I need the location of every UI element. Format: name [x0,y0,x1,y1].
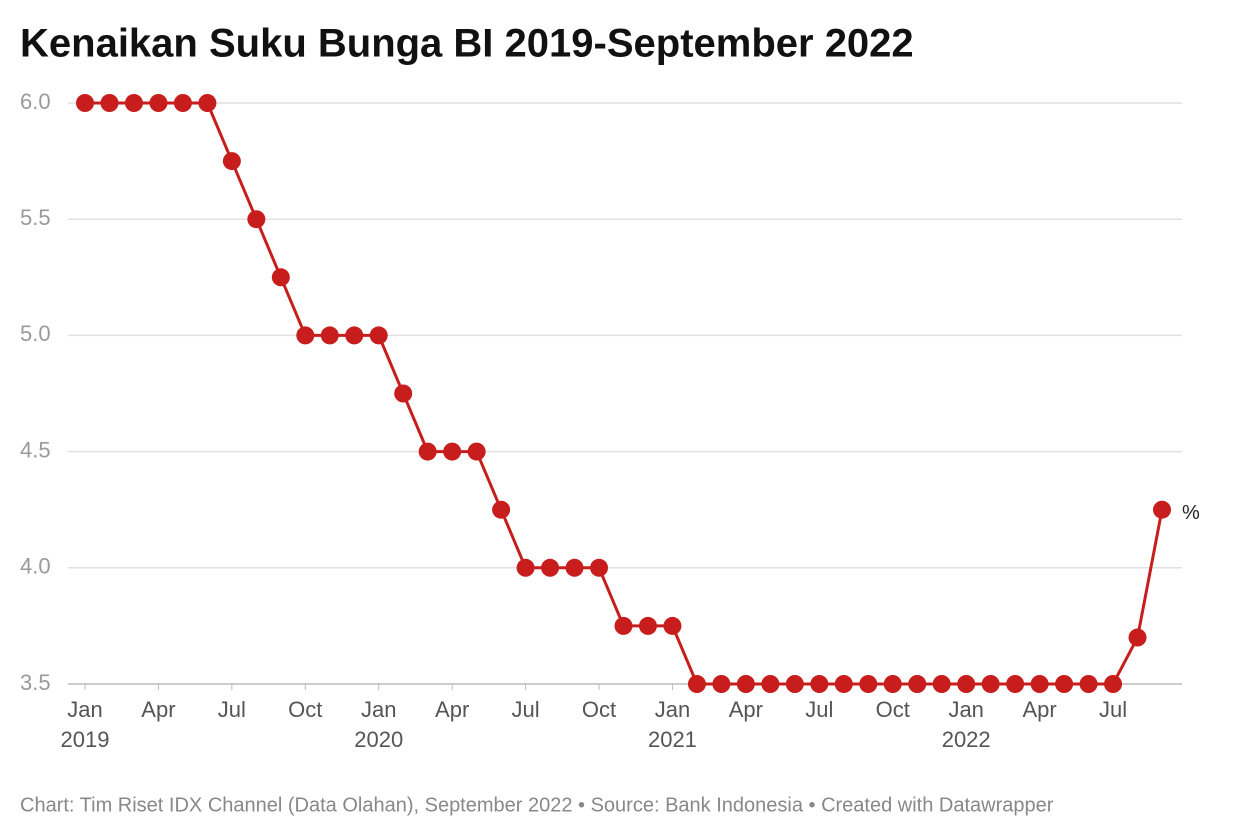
point [687,675,706,693]
line [85,101,1164,686]
y-tick-label: 3.5 [20,670,51,695]
y-tick-label: 4.5 [20,437,51,462]
point [124,94,143,112]
point [1079,675,1098,693]
y-tick-label: 6.0 [20,89,51,114]
point [932,675,951,693]
point [247,210,266,229]
point [467,442,486,461]
point [614,616,633,635]
point [1104,675,1123,693]
point [638,616,657,635]
point [834,675,853,693]
point [369,326,388,345]
point [394,384,413,403]
point [908,675,927,693]
point [761,675,780,693]
point [173,94,192,112]
point [418,442,437,461]
point [516,558,535,577]
x-tick-label: Oct [582,697,616,722]
point [712,675,731,693]
point [198,94,217,112]
point [149,94,168,112]
point [100,94,119,112]
x-tick-label: Apr [1022,697,1056,722]
x-tick-label: Apr [729,697,763,722]
point [859,675,878,693]
x-tick-label: Jan 2022 [942,697,991,752]
point [565,558,584,577]
y-tick-label: 5.5 [20,205,51,230]
point [957,675,976,693]
point [76,94,94,112]
x-tick-label: Apr [141,697,175,722]
point [736,675,755,693]
x-tick-label: Apr [435,697,469,722]
point [345,326,364,345]
x-tick-label: Jul [805,697,833,722]
x-tick-label: Jan 2020 [354,697,403,752]
point [1006,675,1025,693]
point [492,500,511,519]
point [541,558,560,577]
point [1030,675,1049,693]
point [981,675,1000,693]
point [296,326,315,345]
point [810,675,829,693]
y-tick-label: 4.0 [20,554,51,579]
point [663,616,682,635]
x-tick-label: Jul [218,697,246,722]
point [590,558,609,577]
point [1153,500,1171,519]
point [271,268,290,287]
chart-title: Kenaikan Suku Bunga BI 2019-September 20… [20,22,914,66]
x-tick-label: Jul [1099,697,1127,722]
footer: Chart: Tim Riset IDX Channel (Data Olaha… [20,794,1054,816]
point [883,675,902,693]
x-tick-label: Jul [512,697,540,722]
point [443,442,462,461]
point [1128,628,1147,647]
x-tick-label: Jan 2019 [61,697,110,752]
annotation: % [1182,502,1200,524]
x-tick-label: Oct [876,697,910,722]
x-tick-label: Oct [288,697,322,722]
y-tick-label: 5.0 [20,321,51,346]
point [320,326,339,345]
point [785,675,804,693]
point [222,152,241,171]
x-tick-label: Jan 2021 [648,697,697,752]
point [1055,675,1074,693]
